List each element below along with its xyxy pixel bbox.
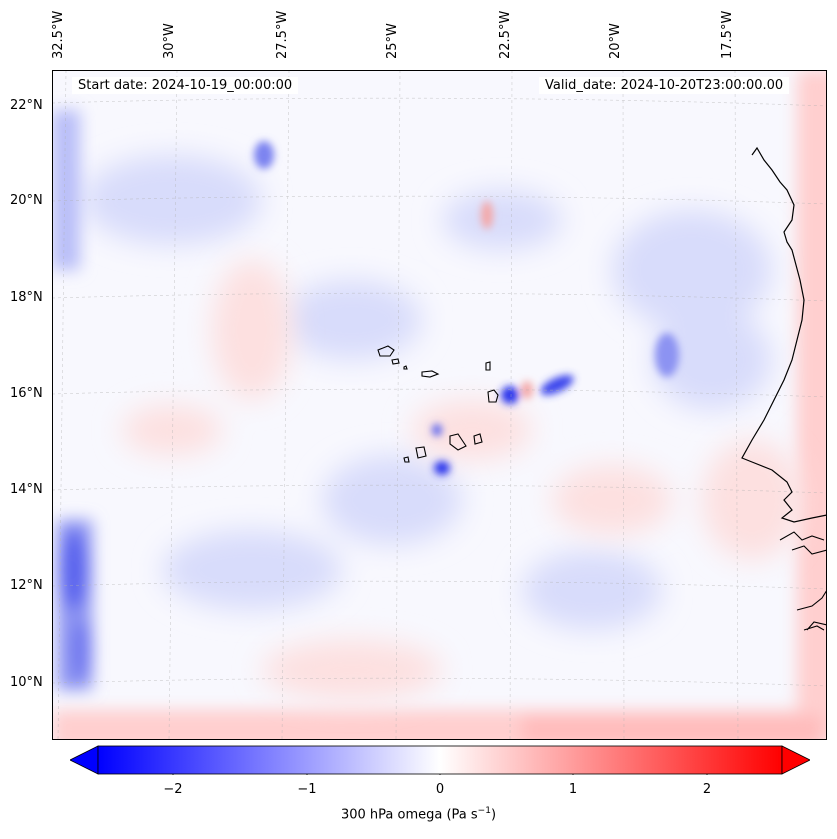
colorbar-label-exponent: −1 [477, 806, 491, 816]
lon-label-25w: 25°W [385, 23, 400, 59]
colorbar-label-text: 300 hPa omega (Pa s [340, 807, 478, 823]
start-date-label: Start date: 2024-10-19_00:00:00 [72, 77, 299, 94]
colorbar-tick-1: 1 [568, 782, 578, 797]
lat-label-20n: 20°N [10, 193, 43, 208]
lat-label-18n: 18°N [10, 290, 43, 305]
lat-label-16n: 16°N [10, 386, 43, 401]
colorbar-tick-2: 2 [702, 782, 712, 797]
cape-verde-islands [377, 345, 499, 463]
colorbar-tick-neg1: −1 [297, 782, 317, 797]
colorbar-gradient [97, 745, 783, 775]
lon-label-27-5w: 27.5°W [275, 10, 290, 59]
lon-label-17-5w: 17.5°W [720, 10, 735, 59]
positive-omega-regions [122, 260, 802, 700]
africa-coastline-south [779, 531, 827, 631]
colorbar-tick-marks [172, 774, 708, 775]
left-edge-negative-omega [52, 110, 92, 690]
africa-coastline [741, 146, 827, 523]
lat-label-14n: 14°N [10, 482, 43, 497]
omega-field-map [52, 70, 827, 740]
lon-label-20w: 20°W [608, 23, 623, 59]
colorbar-tick-neg2: −2 [163, 782, 183, 797]
colorbar-label: 300 hPa omega (Pa s−1) [0, 806, 837, 822]
lat-label-12n: 12°N [10, 578, 43, 593]
lat-label-10n: 10°N [10, 675, 43, 690]
negative-omega-regions [82, 155, 772, 630]
lon-label-32-5w: 32.5°W [51, 10, 66, 59]
island-omega-features [254, 141, 679, 475]
colorbar [70, 745, 810, 775]
lon-label-30w: 30°W [162, 23, 177, 59]
lat-label-22n: 22°N [10, 98, 43, 113]
map-frame [52, 70, 827, 740]
colorbar-extend-min [70, 745, 99, 775]
valid-date-label: Valid_date: 2024-10-20T23:00:00.00 [539, 77, 790, 94]
graticule [52, 70, 827, 740]
colorbar-label-close: ) [490, 807, 497, 823]
colorbar-extend-max [781, 745, 810, 775]
colorbar-tick-0: 0 [435, 782, 445, 797]
lon-label-22-5w: 22.5°W [498, 10, 513, 59]
boundary-positive-frame [52, 70, 827, 740]
